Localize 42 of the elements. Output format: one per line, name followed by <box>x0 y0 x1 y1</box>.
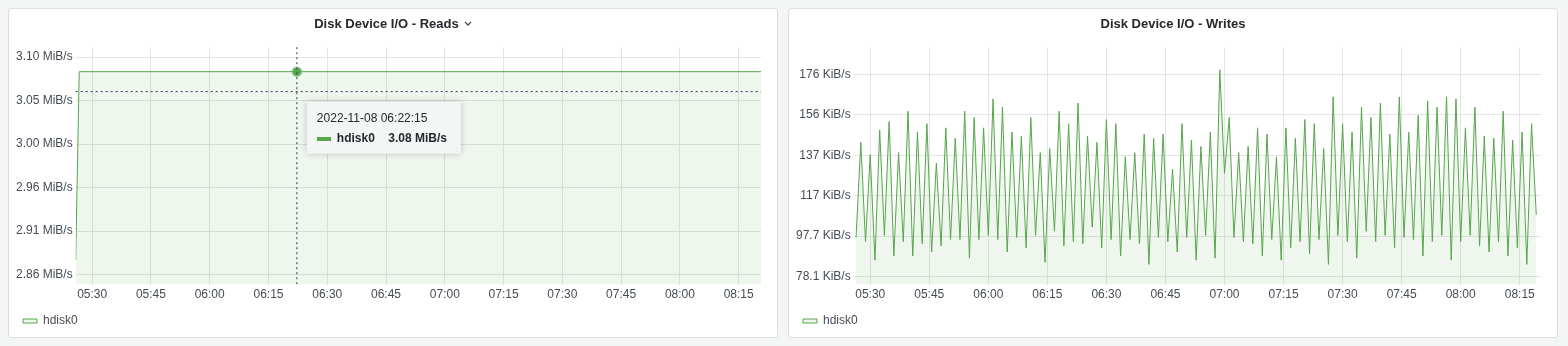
x-tick-label: 07:30 <box>547 287 578 302</box>
y-tick-label: 3.00 MiB/s <box>15 136 73 151</box>
y-tick-label: 78.1 KiB/s <box>795 268 851 283</box>
y-tick-label: 2.91 MiB/s <box>15 223 73 238</box>
x-tick-label: 08:00 <box>1445 287 1477 302</box>
x-tick-label: 06:00 <box>973 287 1004 302</box>
x-tick-label: 07:15 <box>488 287 519 302</box>
x-tick-label: 08:15 <box>723 287 755 302</box>
y-tick-label: 156 KiB/s <box>799 107 851 122</box>
annotation: 2022-11-08 06:22:15 <box>316 110 428 125</box>
y-tick-label: 176 KiB/s <box>799 66 851 81</box>
x-tick-label: 06:00 <box>194 287 226 302</box>
x-tick-label: 08:00 <box>664 287 696 302</box>
legend-label: hdisk0 <box>823 313 859 328</box>
y-tick-label: 137 KiB/s <box>799 147 851 162</box>
y-tick-label: 2.96 MiB/s <box>15 179 73 194</box>
x-tick-label: 05:30 <box>77 287 108 302</box>
legend-label: hdisk0 <box>43 313 79 328</box>
x-tick-label: 06:45 <box>371 287 402 302</box>
chart-title: Disk Device I/O - Reads <box>314 15 459 31</box>
x-tick-label: 07:15 <box>1268 287 1299 302</box>
x-tick-label: 06:30 <box>1091 287 1122 302</box>
y-tick-label: 3.10 MiB/s <box>15 49 73 64</box>
chart-title: Disk Device I/O - Writes <box>1100 15 1246 31</box>
x-tick-label: 05:30 <box>855 287 886 302</box>
y-tick-label: 2.86 MiB/s <box>15 266 73 281</box>
x-tick-label: 07:30 <box>1327 287 1358 302</box>
x-tick-label: 07:00 <box>429 287 461 302</box>
y-tick-label: 97.7 KiB/s <box>795 228 851 243</box>
y-tick-label: 117 KiB/s <box>800 188 851 203</box>
x-tick-label: 07:45 <box>1386 287 1417 302</box>
x-tick-label: 06:30 <box>312 287 343 302</box>
x-tick-label: 05:45 <box>135 287 167 302</box>
x-tick-label: 07:45 <box>606 287 637 302</box>
x-tick-label: 06:15 <box>253 287 284 302</box>
annotation: hdisk0 3.08 MiB/s <box>336 130 448 145</box>
x-tick-label: 05:45 <box>914 287 945 302</box>
x-tick-label: 08:15 <box>1504 287 1536 302</box>
x-tick-label: 06:45 <box>1150 287 1181 302</box>
y-tick-label: 3.05 MiB/s <box>15 92 73 107</box>
x-tick-label: 06:15 <box>1032 287 1063 302</box>
x-tick-label: 07:00 <box>1209 287 1240 302</box>
